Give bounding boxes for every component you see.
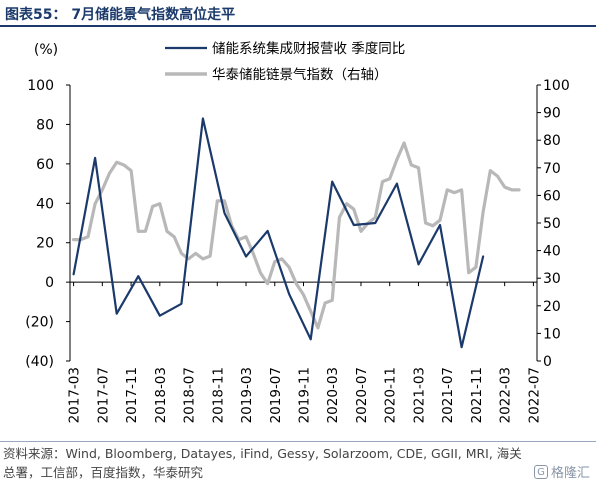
legend-label-2: 华泰储能链景气指数（右轴）	[212, 67, 388, 83]
series-line-1	[72, 117, 485, 349]
x-tick-label: 2020-07	[354, 367, 370, 423]
right-tick-label: 50	[543, 216, 561, 232]
x-tick-label: 2020-03	[325, 367, 341, 423]
x-tick-label: 2019-03	[239, 367, 255, 423]
left-tick-label: 0	[45, 275, 54, 291]
figure-title: 图表55： 7月储能景气指数高位走平	[5, 7, 236, 23]
left-tick-label: (20)	[25, 315, 54, 331]
series-line-2	[72, 141, 521, 330]
legend-label-1: 储能系统集成财报营收 季度同比	[212, 41, 405, 57]
right-tick-label: 10	[543, 326, 561, 342]
watermark-text: 格隆汇	[550, 466, 590, 481]
left-tick-label: (40)	[25, 354, 54, 370]
source-note: 资料来源：Wind, Bloomberg, Datayes, iFind, Ge…	[3, 446, 522, 480]
x-tick-label: 2017-03	[67, 367, 83, 423]
watermark-logo-icon: G	[533, 464, 548, 479]
right-tick-label: 60	[543, 188, 561, 204]
x-tick-label: 2018-11	[210, 367, 226, 423]
x-tick-label: 2022-03	[498, 367, 514, 423]
title-divider	[0, 25, 596, 27]
right-tick-label: 70	[543, 161, 561, 177]
left-tick-label: 60	[36, 157, 54, 173]
x-tick-label: 2021-11	[469, 367, 485, 423]
left-axis-unit: (%)	[34, 42, 58, 58]
dual-axis-line-chart: (%)100806040200(20)(40)10090807060504030…	[25, 41, 570, 423]
left-tick-label: 100	[27, 78, 54, 94]
source-divider	[0, 441, 596, 442]
right-tick-label: 30	[543, 271, 561, 287]
x-tick-label: 2021-07	[440, 367, 456, 423]
x-tick-label: 2019-11	[297, 367, 313, 423]
right-tick-label: 90	[543, 106, 561, 122]
right-tick-label: 40	[543, 244, 561, 260]
x-tick-label: 2017-07	[95, 367, 111, 423]
right-tick-label: 0	[543, 354, 552, 370]
watermark: G 格隆汇	[533, 462, 590, 481]
x-tick-label: 2018-07	[182, 367, 198, 423]
left-tick-label: 80	[36, 117, 54, 133]
right-tick-label: 20	[543, 299, 561, 315]
x-tick-label: 2022-07	[526, 367, 542, 423]
left-tick-label: 20	[36, 236, 54, 252]
right-tick-label: 80	[543, 133, 561, 149]
x-tick-label: 2021-03	[411, 367, 427, 423]
x-tick-label: 2020-11	[383, 367, 399, 423]
x-tick-label: 2019-07	[268, 367, 284, 423]
x-tick-label: 2017-11	[124, 367, 140, 423]
right-tick-label: 100	[543, 78, 570, 94]
left-tick-label: 40	[36, 196, 54, 212]
x-tick-label: 2018-03	[153, 367, 169, 423]
